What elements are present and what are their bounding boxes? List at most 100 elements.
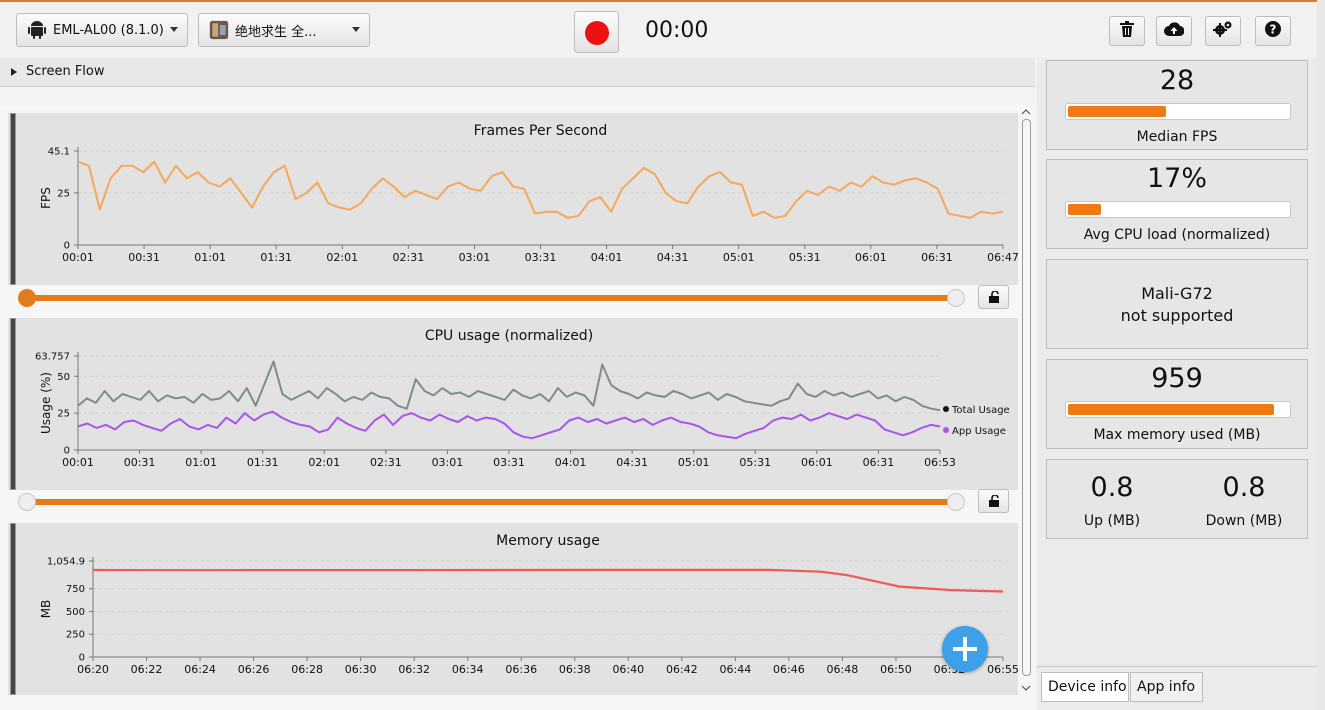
delete-button[interactable] (1109, 16, 1145, 46)
x-tick-label: 06:53 (924, 456, 956, 469)
x-tick-label: 04:31 (657, 251, 689, 264)
fps-chart-panel: Frames Per Second FPS 0 25 45.1 00:01 00:31 01:… (8, 113, 1019, 285)
cpu-chart-panel: CPU usage (normalized) Usage (%) 0 25 50 63.7… (8, 318, 1018, 490)
x-tick-label: 00:31 (128, 251, 160, 264)
max-memory-bar (1065, 401, 1291, 418)
trash-icon (1120, 21, 1134, 41)
app-label: 绝地求生 全... (235, 24, 317, 40)
x-tick-label: 06:28 (291, 663, 323, 676)
help-button[interactable]: ? (1255, 16, 1291, 46)
network-down-value: 0.8 (1222, 472, 1266, 503)
legend-label: App Usage (952, 426, 1006, 437)
x-tick-label: 02:01 (308, 456, 340, 469)
fps-chart-scrollbar[interactable] (10, 113, 16, 285)
chevron-down-icon (352, 27, 360, 32)
y-tick-label: 45.1 (48, 147, 70, 158)
network-card: 0.8 Up (MB) 0.8 Down (MB) (1046, 459, 1308, 539)
charts-area: Frames Per Second FPS 0 25 45.1 00:01 00:31 01:… (0, 105, 1035, 710)
tab-app-info[interactable]: App info (1130, 672, 1203, 702)
x-tick-label: 03:01 (432, 456, 464, 469)
scroll-up-icon[interactable] (1019, 105, 1033, 119)
memory-chart-scrollbar[interactable] (10, 523, 16, 695)
series-line (77, 360, 941, 412)
charts-vertical-scrollbar[interactable] (1019, 105, 1033, 695)
network-down-label: Down (MB) (1205, 513, 1283, 529)
device-select[interactable]: EML-AL00 (8.1.0) (16, 13, 188, 47)
x-tick-label: 00:01 (62, 251, 94, 264)
max-memory-bar-fill (1068, 404, 1274, 415)
cpu-slider-track (20, 499, 954, 505)
y-axis-label: Usage (%) (39, 372, 53, 434)
y-tick-label: 25 (57, 188, 70, 199)
x-tick-label: 06:31 (863, 456, 895, 469)
x-tick-label: 00:31 (124, 456, 156, 469)
gpu-status: not supported (1120, 306, 1234, 325)
y-tick-label: 1,054.9 (47, 557, 85, 568)
x-tick-label: 06:34 (452, 663, 484, 676)
x-tick-label: 06:38 (559, 663, 591, 676)
y-axis-label: FPS (39, 187, 53, 209)
network-up-value: 0.8 (1090, 472, 1134, 503)
y-tick-label: 0 (79, 653, 85, 664)
settings-button[interactable] (1205, 16, 1241, 46)
avg-cpu-card: 17% Avg CPU load (normalized) (1046, 159, 1308, 249)
cpu-range-slider[interactable] (10, 487, 1020, 517)
window-top-border (0, 0, 1325, 2)
android-icon (27, 20, 47, 40)
series-line (77, 160, 1004, 219)
record-button[interactable] (574, 11, 619, 53)
scroll-down-icon[interactable] (1019, 681, 1033, 695)
cpu-slider-end-handle[interactable] (947, 493, 965, 511)
x-tick-label: 02:31 (393, 251, 425, 264)
x-tick-label: 04:01 (555, 456, 587, 469)
legend-marker (943, 406, 949, 412)
x-tick-label: 01:01 (194, 251, 226, 264)
tab-device-info[interactable]: Device info (1041, 672, 1129, 702)
legend-label: Total Usage (951, 405, 1010, 416)
x-tick-label: 06:31 (921, 251, 953, 264)
fps-range-slider[interactable] (10, 283, 1020, 313)
x-tick-label: 03:01 (459, 251, 491, 264)
x-tick-label: 06:44 (720, 663, 752, 676)
upload-button[interactable] (1156, 16, 1192, 46)
fps-lock-button[interactable] (978, 285, 1009, 309)
fps-slider-track (24, 295, 954, 301)
toolbar: EML-AL00 (8.1.0) 绝地求生 全... 00:00 ? (0, 2, 1325, 58)
svg-text:?: ? (1270, 23, 1277, 37)
x-tick-label: 04:31 (616, 456, 648, 469)
y-tick-label: 500 (66, 607, 85, 618)
x-tick-label: 05:31 (789, 251, 821, 264)
fps-slider-end-handle[interactable] (947, 289, 965, 307)
cpu-chart-scrollbar[interactable] (10, 318, 16, 490)
cpu-lock-button[interactable] (978, 489, 1009, 513)
app-select[interactable]: 绝地求生 全... (198, 13, 370, 47)
x-tick-label: 06:36 (505, 663, 537, 676)
x-tick-label: 06:24 (184, 663, 216, 676)
add-button[interactable] (942, 626, 988, 672)
x-tick-label: 06:01 (801, 456, 833, 469)
cloud-upload-icon (1164, 21, 1185, 41)
gears-icon (1213, 20, 1233, 42)
lock-icon (988, 288, 1000, 307)
memory-chart-panel: Memory usage MB 0 250 500 750 1,054.9 06:20 06:2… (8, 523, 1019, 695)
plus-icon (953, 637, 977, 661)
cpu-slider-start-handle[interactable] (18, 493, 36, 511)
x-tick-label: 02:31 (370, 456, 402, 469)
x-tick-label: 02:01 (326, 251, 358, 264)
median-fps-card: 28 Median FPS (1046, 60, 1308, 150)
y-tick-label: 750 (66, 584, 85, 595)
legend-marker (943, 427, 949, 433)
fps-slider-start-handle[interactable] (18, 289, 36, 307)
x-tick-label: 01:31 (260, 251, 292, 264)
scroll-thumb[interactable] (1022, 119, 1031, 676)
window-scrollbar[interactable] (1317, 0, 1325, 710)
screen-flow-toggle[interactable]: Screen Flow (0, 58, 1035, 87)
network-up-label: Up (MB) (1083, 513, 1141, 529)
record-icon (585, 21, 609, 45)
x-tick-label: 04:01 (591, 251, 623, 264)
x-tick-label: 06:47 (987, 251, 1018, 264)
median-fps-value: 28 (1159, 65, 1195, 96)
max-memory-card: 959 Max memory used (MB) (1046, 359, 1308, 449)
y-tick-label: 0 (64, 446, 70, 457)
avg-cpu-value: 17% (1146, 163, 1207, 194)
